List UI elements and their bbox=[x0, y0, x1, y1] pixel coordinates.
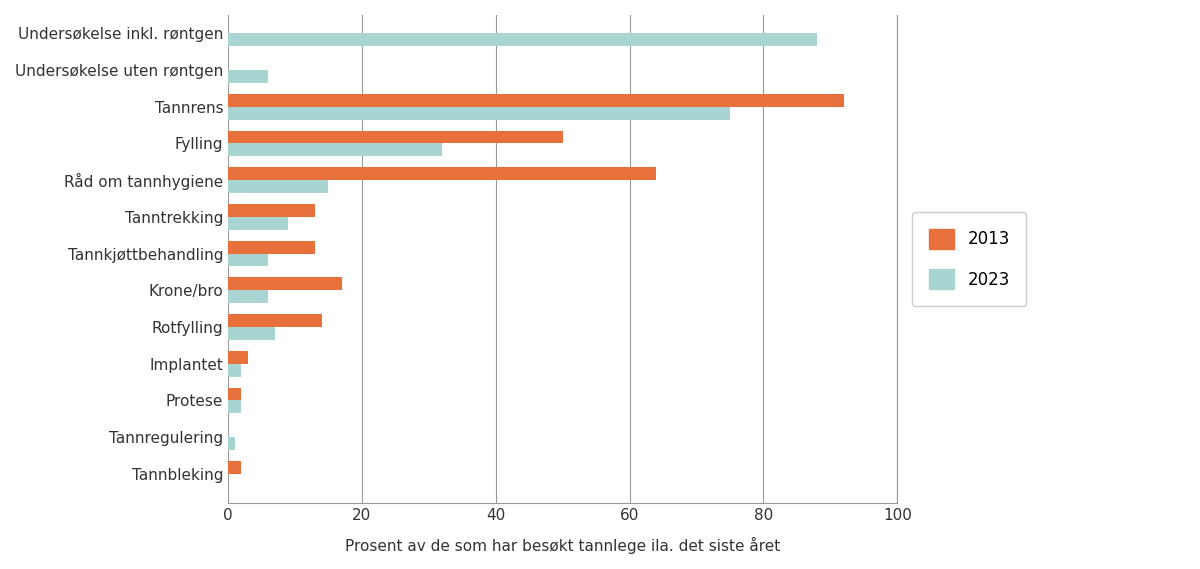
X-axis label: Prosent av de som har besøkt tannlege ila. det siste året: Prosent av de som har besøkt tannlege il… bbox=[346, 537, 780, 554]
Legend: 2013, 2023: 2013, 2023 bbox=[912, 212, 1026, 306]
Bar bbox=[228, 241, 316, 254]
Bar bbox=[228, 94, 844, 107]
Bar bbox=[228, 290, 269, 303]
Bar bbox=[228, 107, 730, 119]
Bar bbox=[228, 401, 241, 413]
Bar bbox=[228, 314, 322, 327]
Bar bbox=[228, 131, 563, 143]
Bar bbox=[228, 204, 316, 217]
Bar bbox=[228, 167, 656, 180]
Bar bbox=[228, 70, 269, 83]
Bar bbox=[228, 327, 275, 340]
Bar bbox=[228, 364, 241, 377]
Bar bbox=[228, 387, 241, 401]
Bar bbox=[228, 351, 248, 364]
Bar bbox=[228, 461, 241, 474]
Bar bbox=[228, 180, 329, 193]
Bar bbox=[228, 254, 269, 266]
Bar bbox=[228, 217, 288, 230]
Bar bbox=[228, 437, 235, 450]
Bar bbox=[228, 143, 443, 156]
Bar bbox=[228, 34, 817, 46]
Bar bbox=[228, 278, 342, 290]
